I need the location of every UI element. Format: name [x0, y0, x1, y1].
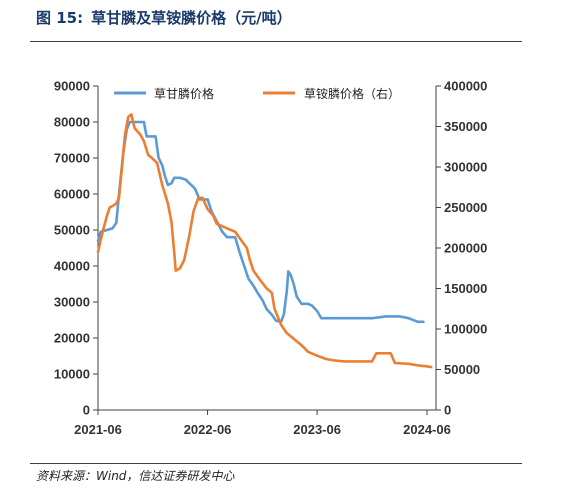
figure-title-text: 草甘膦及草铵膦价格（元/吨）: [91, 9, 292, 27]
left-tick-label: 50000: [54, 223, 90, 238]
right-tick-label: 350000: [444, 119, 487, 134]
left-tick-label: 0: [83, 403, 90, 418]
legend-label: 草铵膦价格（右）: [304, 86, 400, 101]
left-tick-label: 10000: [54, 367, 90, 382]
legend-label: 草甘膦价格: [154, 86, 214, 101]
figure-number: 图 15:: [36, 9, 84, 27]
left-tick-label: 40000: [54, 259, 90, 274]
left-tick-label: 90000: [54, 79, 90, 94]
glufosinate-price-line: [96, 113, 433, 369]
left-tick-label: 70000: [54, 151, 90, 166]
right-tick-label: 400000: [444, 79, 487, 94]
x-tick-label: 2022-06: [184, 422, 232, 437]
chart-legend: 草甘膦价格 草铵膦价格（右）: [114, 86, 400, 101]
left-tick-label: 60000: [54, 187, 90, 202]
title-rule: [30, 41, 522, 42]
x-tick-label: 2021-06: [74, 422, 122, 437]
right-tick-label: 200000: [444, 241, 487, 256]
source-note: 资料来源：Wind，信达证券研发中心: [36, 469, 235, 483]
right-tick-label: 50000: [444, 362, 480, 377]
left-tick-label: 20000: [54, 331, 90, 346]
chart-series: [96, 113, 433, 369]
right-tick-label: 100000: [444, 322, 487, 337]
left-tick-label: 80000: [54, 115, 90, 130]
glyphosate-price-line: [96, 120, 425, 324]
right-tick-label: 0: [444, 403, 451, 418]
figure-title: 图 15: 草甘膦及草铵膦价格（元/吨）: [36, 7, 292, 28]
chart-axes: 0 10000 20000 30000 40000 50000 60000 70000 8000…: [54, 79, 488, 438]
x-tick-label: 2023-06: [293, 422, 341, 437]
source-rule: [30, 463, 522, 464]
left-tick-label: 30000: [54, 295, 90, 310]
right-tick-label: 250000: [444, 200, 487, 215]
x-tick-label: 2024-06: [403, 422, 451, 437]
right-tick-label: 300000: [444, 160, 487, 175]
right-tick-label: 150000: [444, 281, 487, 296]
